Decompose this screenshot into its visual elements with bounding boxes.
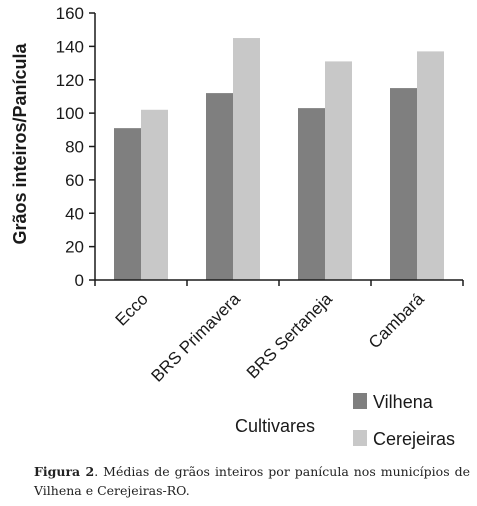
y-tick-label: 140 [56,37,84,56]
bar-vilhena [206,93,233,280]
y-tick-label: 40 [65,204,84,223]
bar-vilhena [114,128,141,280]
bar-cerejeiras [141,109,168,280]
figure-caption: Figura 2. Médias de grãos inteiros por p… [34,462,470,500]
bar-vilhena [390,88,417,280]
legend-label-vilhena: Vilhena [373,392,434,412]
y-axis-label: Grãos inteiros/Panícula [10,42,30,244]
x-tick-label: Ecco [112,289,152,329]
caption-label: Figura 2 [34,464,95,479]
legend: Vilhena Cerejeiras [353,392,455,449]
legend-label-cerejeiras: Cerejeiras [373,429,455,449]
bar-cerejeiras [233,38,260,280]
x-tick-label: BRS Primavera [148,289,245,386]
x-axis-label: Cultivares [235,416,315,436]
y-tick-label: 160 [56,4,84,23]
x-tick-label: Cambará [365,289,428,352]
legend-swatch-cerejeiras [353,430,367,446]
y-tick-label: 80 [65,138,84,157]
y-tick-label: 60 [65,171,84,190]
y-tick-label: 100 [56,104,84,123]
bar-cerejeiras [325,61,352,280]
x-tick-label: BRS Sertaneja [243,289,336,382]
y-axis-ticks: 0 20 40 60 80 100 120 140 160 [56,4,95,290]
y-tick-label: 0 [75,271,84,290]
bar-cerejeiras [417,51,444,280]
caption-text: Médias de grãos inteiros por panícula no… [34,464,470,498]
caption-separator: . [94,464,99,479]
y-tick-label: 20 [65,238,84,257]
legend-swatch-vilhena [353,393,367,409]
bars [114,38,444,281]
bar-vilhena [298,108,325,281]
y-tick-label: 120 [56,71,84,90]
